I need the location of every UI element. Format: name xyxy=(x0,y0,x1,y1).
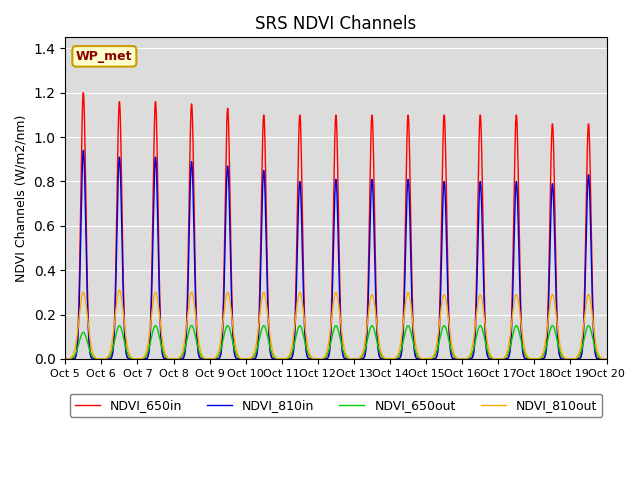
NDVI_810out xyxy=(269,349,277,355)
NDVI_650out xyxy=(123,349,131,355)
Title: SRS NDVI Channels: SRS NDVI Channels xyxy=(255,15,417,33)
NDVI_650out xyxy=(603,356,611,362)
Line: NDVI_810in: NDVI_810in xyxy=(65,150,607,359)
NDVI_650out xyxy=(156,333,163,338)
NDVI_650out xyxy=(61,356,69,362)
NDVI_650in xyxy=(156,274,163,280)
NDVI_650in xyxy=(592,353,600,359)
NDVI_650out xyxy=(585,323,593,328)
NDVI_810in xyxy=(79,147,87,153)
NDVI_810in xyxy=(603,356,611,362)
NDVI_650in xyxy=(79,90,87,96)
Line: NDVI_650in: NDVI_650in xyxy=(65,93,607,359)
NDVI_650in xyxy=(292,255,300,261)
NDVI_810out xyxy=(534,356,541,361)
Y-axis label: NDVI Channels (W/m2/nm): NDVI Channels (W/m2/nm) xyxy=(15,114,28,282)
NDVI_810in xyxy=(292,282,300,288)
NDVI_650in xyxy=(61,356,69,362)
NDVI_810out xyxy=(292,307,300,312)
NDVI_650in xyxy=(269,356,277,361)
Text: WP_met: WP_met xyxy=(76,50,132,63)
NDVI_810out xyxy=(116,288,124,293)
NDVI_810in xyxy=(61,356,69,362)
NDVI_650in xyxy=(124,354,131,360)
NDVI_810in xyxy=(124,354,131,360)
NDVI_650out xyxy=(269,352,276,358)
NDVI_650out xyxy=(592,349,600,355)
NDVI_650out xyxy=(292,332,300,338)
NDVI_810in xyxy=(534,356,541,362)
NDVI_650in xyxy=(534,356,541,362)
NDVI_810out xyxy=(61,356,69,362)
Legend: NDVI_650in, NDVI_810in, NDVI_650out, NDVI_810out: NDVI_650in, NDVI_810in, NDVI_650out, NDV… xyxy=(70,394,602,417)
NDVI_810out xyxy=(603,356,611,362)
NDVI_650in xyxy=(603,356,611,362)
Line: NDVI_810out: NDVI_810out xyxy=(65,290,607,359)
NDVI_810out xyxy=(156,311,163,317)
NDVI_810in xyxy=(269,356,277,361)
NDVI_810in xyxy=(156,292,163,298)
Line: NDVI_650out: NDVI_650out xyxy=(65,325,607,359)
NDVI_810out xyxy=(124,342,131,348)
NDVI_810in xyxy=(592,354,600,360)
NDVI_650out xyxy=(534,356,541,362)
NDVI_810out xyxy=(592,342,600,348)
